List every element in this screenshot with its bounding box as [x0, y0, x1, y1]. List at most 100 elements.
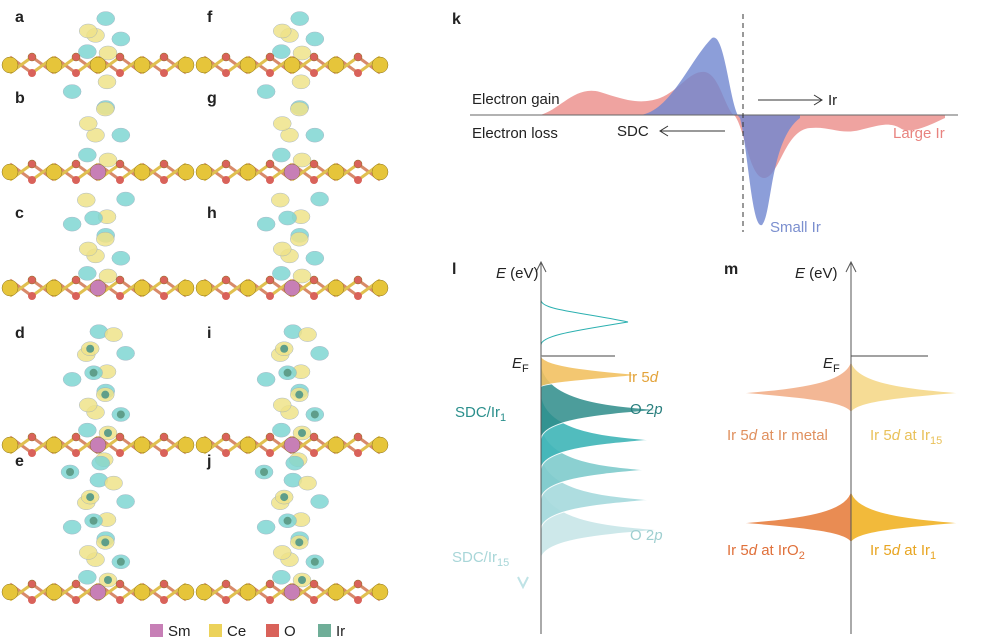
panel-label: e	[15, 453, 24, 470]
atom	[72, 292, 80, 300]
sdc-label: SDC	[617, 123, 649, 140]
label: Ir 5d	[628, 369, 659, 386]
atom	[266, 160, 274, 168]
ir-atom	[86, 493, 94, 501]
atom	[328, 280, 344, 296]
label-part: p	[653, 527, 662, 544]
atom	[222, 276, 230, 284]
atom	[116, 449, 124, 457]
structure	[2, 453, 194, 604]
label-part: Ir 5	[870, 542, 892, 559]
atom	[160, 580, 168, 588]
density	[63, 520, 81, 534]
atom	[28, 276, 36, 284]
atom	[2, 437, 18, 453]
density	[306, 251, 324, 265]
structure	[196, 12, 388, 77]
atom	[354, 433, 362, 441]
density	[112, 251, 130, 265]
atom	[240, 57, 256, 73]
dos-peak	[851, 488, 961, 544]
density	[78, 266, 96, 280]
density	[273, 242, 291, 256]
density	[77, 193, 95, 207]
structure	[2, 12, 194, 77]
ir-atom	[284, 369, 292, 377]
atom	[222, 69, 230, 77]
atom	[328, 584, 344, 600]
structure	[196, 192, 388, 300]
atom	[160, 160, 168, 168]
atom	[2, 57, 18, 73]
density	[78, 570, 96, 584]
large-ir-label: Large Ir	[893, 125, 945, 142]
structure	[2, 325, 194, 457]
atom	[240, 280, 256, 296]
atom	[310, 580, 318, 588]
atom	[328, 164, 344, 180]
density	[273, 117, 291, 131]
dos-peak	[541, 355, 641, 387]
legend-swatch	[266, 624, 279, 637]
panel-label: l	[452, 261, 456, 278]
label-part: O 2	[630, 401, 654, 418]
label-part: Ir 5	[727, 427, 749, 444]
atom	[354, 276, 362, 284]
atom	[240, 164, 256, 180]
ir-atom	[298, 429, 306, 437]
label: SDC/Ir15	[452, 549, 509, 569]
ir-atom	[298, 576, 306, 584]
label-part: d	[650, 369, 659, 386]
panel-m: m	[724, 261, 961, 544]
arrow	[758, 95, 822, 105]
atom	[28, 69, 36, 77]
density	[117, 192, 135, 206]
label-part: Ir 5	[628, 369, 650, 386]
atom	[72, 53, 80, 61]
label-part: (eV)	[805, 265, 838, 282]
atom	[72, 433, 80, 441]
atom	[28, 160, 36, 168]
density	[78, 423, 96, 437]
density	[272, 266, 290, 280]
atom	[134, 57, 150, 73]
small-ir-label: Small Ir	[770, 219, 821, 236]
atom	[116, 580, 124, 588]
ir-atom	[90, 517, 98, 525]
density	[292, 75, 310, 89]
ir-atom	[280, 493, 288, 501]
atom	[160, 596, 168, 604]
atom	[266, 69, 274, 77]
density	[311, 495, 329, 509]
arrow	[660, 126, 725, 136]
atom	[284, 164, 300, 180]
atom	[72, 176, 80, 184]
atom	[116, 292, 124, 300]
density	[63, 217, 81, 231]
atom	[178, 57, 194, 73]
label: E (eV)	[496, 265, 539, 282]
density	[272, 148, 290, 162]
label-part: O 2	[630, 527, 654, 544]
atom	[28, 580, 36, 588]
density	[299, 328, 317, 342]
atom	[2, 584, 18, 600]
atom	[116, 69, 124, 77]
atom	[222, 433, 230, 441]
atom	[116, 53, 124, 61]
label: Ir 5d at Ir15	[870, 427, 942, 447]
atom	[72, 449, 80, 457]
density	[112, 128, 130, 142]
atom	[46, 164, 62, 180]
ir-atom	[295, 391, 303, 399]
label-part: F	[522, 363, 529, 375]
atom	[2, 280, 18, 296]
legend-label: Ce	[227, 623, 246, 640]
label: E (eV)	[795, 265, 838, 282]
label-part: at Ir	[900, 427, 930, 444]
ir-atom	[104, 576, 112, 584]
atom	[46, 280, 62, 296]
label-part: at IrO	[757, 542, 799, 559]
density	[78, 148, 96, 162]
legend-label: Ir	[336, 623, 345, 640]
